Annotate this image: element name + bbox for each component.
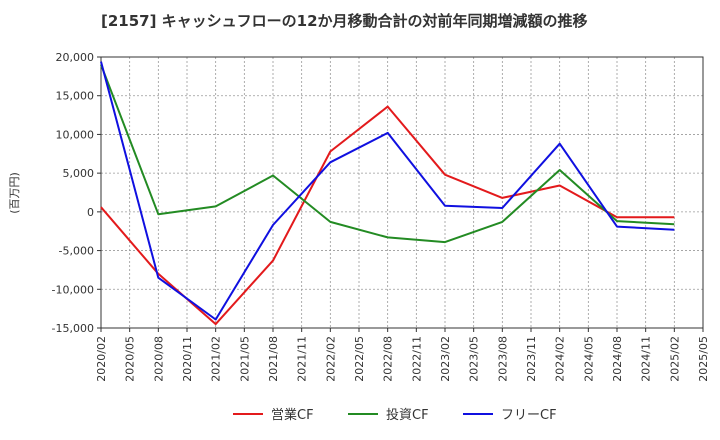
x-tick-label: 2020/05 [124, 336, 137, 382]
x-tick-label: 2022/11 [410, 336, 423, 382]
series-lines [100, 61, 675, 326]
x-tick-label: 2022/02 [324, 336, 337, 382]
x-tick-label: 2024/02 [554, 336, 567, 382]
x-tick-label: 2021/05 [238, 336, 251, 382]
series-line-営業CF [100, 105, 675, 326]
x-tick-label: 2024/11 [640, 336, 653, 382]
x-tick-label: 2020/02 [95, 336, 108, 382]
x-tick-label: 2023/02 [439, 336, 452, 382]
x-tick-label: 2022/05 [353, 336, 366, 382]
series-line-投資CF [100, 64, 675, 244]
x-tick-label: 2024/05 [582, 336, 595, 382]
x-tick-label: 2020/11 [181, 336, 194, 382]
y-tick-label: 10,000 [56, 128, 95, 141]
y-tick-label: 20,000 [56, 51, 95, 64]
y-axis-label: (百万円) [8, 172, 21, 214]
x-tick-label: 2024/08 [611, 336, 624, 382]
y-tick-label: 0 [87, 206, 94, 219]
plot-frame [100, 56, 704, 329]
x-tick-label: 2021/08 [267, 336, 280, 382]
legend: 営業CF 投資CF フリーCF [233, 407, 557, 423]
x-tick-label: 2022/08 [382, 336, 395, 382]
x-axis-ticks: 2020/02 2020/05 2020/08 2020/11 2021/02 2021/… [95, 328, 710, 382]
x-tick-label: 2021/02 [210, 336, 223, 382]
y-axis-ticks: 20,000 15,000 10,000 5,000 0 -5,000 -10,000 -15… [52, 51, 101, 335]
legend-label: 投資CF [386, 407, 429, 423]
x-tick-label: 2023/05 [468, 336, 481, 382]
x-tick-label: 2025/02 [668, 336, 681, 382]
x-tick-label: 2023/08 [496, 336, 509, 382]
x-tick-label: 2021/11 [296, 336, 309, 382]
legend-label: フリーCF [501, 408, 557, 423]
x-tick-label: 2020/08 [152, 336, 165, 382]
grid [100, 56, 704, 329]
y-tick-label: 15,000 [56, 90, 95, 103]
y-tick-label: -10,000 [52, 283, 94, 296]
chart-title: [2157] キャッシュフローの12か月移動合計の対前年同期増減額の推移 [101, 12, 588, 30]
series-line-フリーCF [100, 61, 675, 321]
y-tick-label: -5,000 [59, 245, 94, 258]
y-tick-label: 5,000 [63, 167, 95, 180]
legend-label: 営業CF [271, 407, 314, 423]
x-tick-label: 2023/11 [525, 336, 538, 382]
x-tick-label: 2025/05 [697, 336, 710, 382]
y-tick-label: -15,000 [52, 322, 94, 335]
